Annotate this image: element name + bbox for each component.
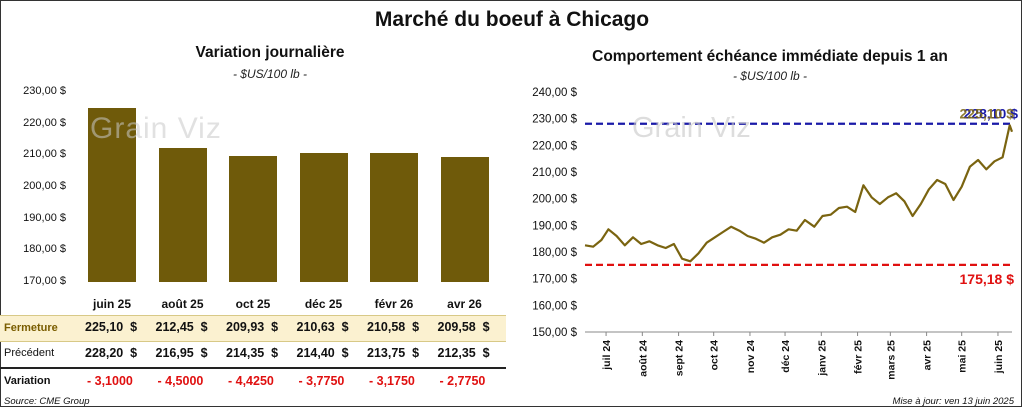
x-category-label: oct 25 (235, 297, 271, 311)
right-x-tick-label: mai 25 (957, 340, 969, 373)
fermeture-cell: 212,45 $ (155, 320, 208, 334)
precedent-cell: 213,75 $ (367, 346, 420, 360)
right-y-tick-label: 190,00 $ (532, 220, 577, 232)
left-y-tick-label: 170,00 $ (23, 275, 66, 287)
left-y-tick-label: 190,00 $ (23, 211, 66, 224)
fermeture-cell: 210,58 $ (367, 320, 420, 334)
right-chart-title: Comportement échéance immédiate depuis 1… (592, 48, 948, 65)
right-x-tick-label: mars 25 (885, 340, 897, 380)
right-x-tick-label: janv 25 (816, 340, 828, 377)
table-row-fermeture: Fermeture (0, 315, 506, 342)
price-line (584, 124, 1014, 263)
variation-label: Variation (4, 375, 51, 387)
right-watermark: Grain Viz (632, 112, 751, 144)
variation-cell: - 3,1750 (369, 374, 415, 388)
table-row-precedent: Précédent (0, 341, 506, 366)
right-x-tick-label: févr 25 (853, 340, 865, 374)
right-x-tick-label: sept 24 (674, 340, 686, 376)
variation-cell: - 3,7750 (298, 374, 345, 388)
right-y-tick-label: 220,00 $ (532, 140, 577, 152)
precedent-cell: 216,95 $ (155, 346, 208, 360)
bar-avr-26 (440, 156, 489, 282)
right-chart-unit: - $US/100 lb - (732, 69, 808, 83)
variation-cell: - 3,1000 (87, 374, 133, 388)
fermeture-cell: 209,93 $ (226, 320, 279, 334)
bar-févr-26 (370, 153, 418, 282)
right-y-tick-label: 210,00 $ (532, 167, 577, 179)
left-chart-unit: - $US/100 lb - (232, 67, 308, 81)
left-y-tick-label: 210,00 $ (23, 148, 66, 161)
bar-juin-25 (88, 107, 136, 282)
right-y-tick-label: 230,00 $ (532, 114, 577, 126)
left-chart-title: Variation journalière (195, 44, 345, 61)
precedent-label: Précédent (4, 347, 55, 359)
right-y-tick-label: 200,00 $ (532, 194, 577, 206)
table-row-variation: Variation (0, 369, 506, 394)
left-y-tick-label: 230,00 $ (23, 85, 66, 97)
right-x-tick-label: oct 24 (709, 340, 721, 371)
left-y-tick-label: 220,00 $ (23, 116, 66, 129)
footer-source: Source: CME Group (4, 396, 90, 407)
right-x-tick-label: nov 24 (745, 340, 757, 373)
right-y-tick-label: 170,00 $ (532, 274, 577, 286)
left-y-tick-label: 180,00 $ (23, 243, 66, 256)
fermeture-cell: 210,63 $ (296, 320, 349, 334)
low-value-label: 175,18 $ (960, 271, 1015, 287)
right-x-tick-label: avr 25 (922, 340, 934, 371)
precedent-cell: 214,35 $ (226, 346, 279, 360)
high-value-label: 228,10 $ (964, 106, 1019, 122)
right-x-tick-label: juin 25 (993, 340, 1005, 374)
precedent-cell: 228,20 $ (85, 346, 138, 360)
variation-cell: - 4,5000 (157, 374, 204, 388)
fermeture-cell: 209,58 $ (437, 320, 490, 334)
left-watermark: Grain Viz (90, 112, 222, 145)
right-x-tick-label: déc 24 (780, 340, 792, 373)
precedent-cell: 212,35 $ (437, 346, 490, 360)
right-x-tick-label: juil 24 (601, 340, 613, 371)
last-value-label: 225,10 $ (960, 106, 1015, 122)
bar-déc-25 (299, 153, 348, 282)
x-category-label: avr 26 (447, 297, 482, 311)
bar-oct-25 (229, 155, 277, 282)
x-category-label: févr 26 (374, 297, 414, 311)
left-y-tick-label: 200,00 $ (23, 180, 66, 192)
precedent-cell: 214,40 $ (296, 346, 349, 360)
bar-août-25 (158, 147, 207, 282)
right-x-tick-label: août 24 (637, 340, 649, 377)
footer-updated: Mise à jour: ven 13 juin 2025 (892, 396, 1014, 407)
x-category-label: déc 25 (304, 297, 343, 311)
variation-cell: - 2,7750 (439, 374, 486, 388)
main-title: Marché du boeuf à Chicago (374, 8, 650, 31)
fermeture-cell: 225,10 $ (85, 320, 138, 334)
right-y-tick-label: 180,00 $ (532, 247, 577, 259)
right-y-tick-label: 240,00 $ (532, 87, 577, 99)
right-y-tick-label: 160,00 $ (532, 300, 577, 312)
table-divider (0, 367, 506, 369)
variation-cell: - 4,4250 (228, 374, 274, 388)
x-category-label: août 25 (161, 297, 204, 311)
x-category-label: juin 25 (92, 297, 131, 311)
right-y-tick-label: 150,00 $ (532, 327, 577, 339)
fermeture-label: Fermeture (4, 322, 58, 334)
